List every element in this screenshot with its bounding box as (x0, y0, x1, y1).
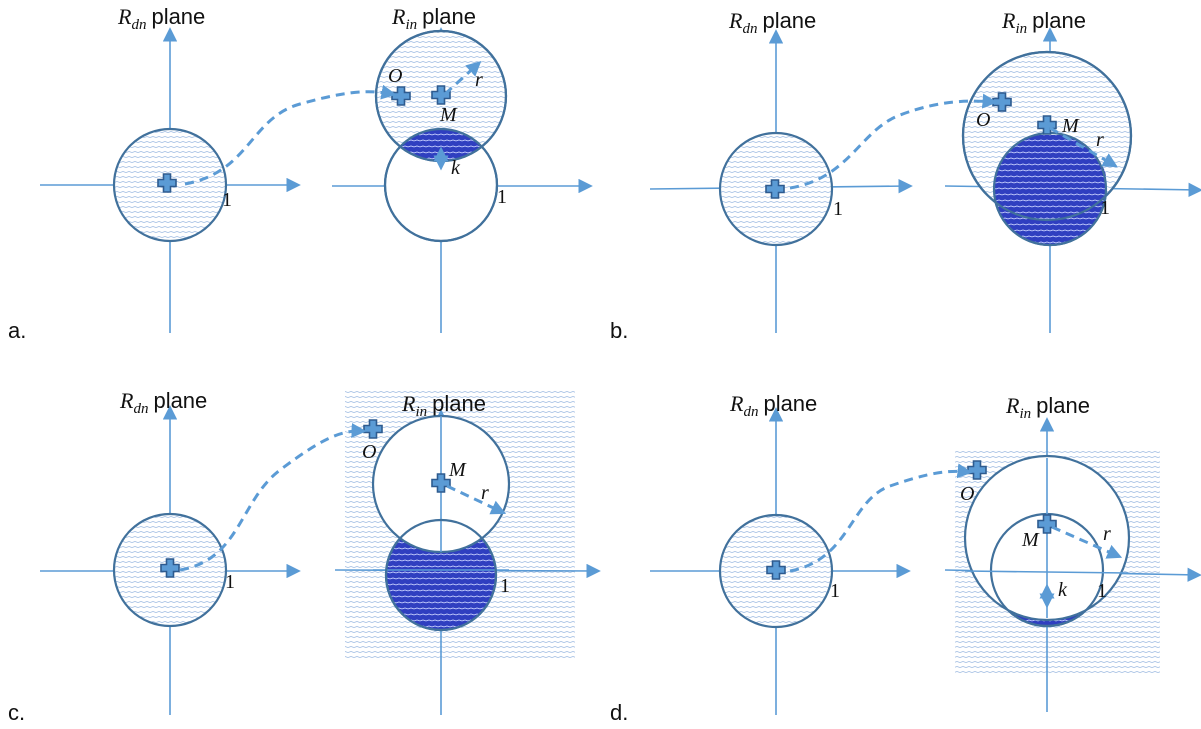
label-r: r (1103, 523, 1111, 545)
left-plane-title: Rdn plane (728, 8, 816, 37)
unit-label-left: 1 (225, 571, 235, 593)
mapping-arrow (789, 463, 973, 573)
radius-arrow (443, 60, 482, 96)
mapping-arrow (789, 93, 998, 190)
label-M: M (1021, 529, 1040, 551)
label-k: k (1058, 579, 1068, 601)
panel-label: d. (610, 700, 628, 725)
label-r: r (475, 69, 483, 91)
label-M: M (1061, 115, 1080, 137)
unit-label-right: 1 (1100, 197, 1110, 219)
unit-label-left: 1 (222, 189, 232, 211)
radius-arrow (446, 484, 507, 515)
unit-label-right: 1 (500, 575, 510, 597)
radius-arrow (1049, 126, 1118, 168)
label-r: r (1096, 129, 1104, 151)
unit-label-left: 1 (833, 198, 843, 220)
panel-label: c. (8, 700, 25, 725)
label-M: M (439, 104, 458, 126)
mapping-arrow (184, 84, 397, 186)
label-O: O (976, 109, 990, 131)
unit-label-right: 1 (1097, 580, 1107, 602)
mapping-arrow (179, 423, 367, 572)
panel-label: a. (8, 318, 26, 343)
panel-a: 1 Rdn plane O M r k 1 Rin plane a. (8, 4, 593, 343)
panel-b: 1 Rdn plane O M r 1 Rin plane b. (610, 8, 1201, 343)
label-O: O (960, 483, 974, 505)
unit-label-right: 1 (497, 186, 507, 208)
unit-label-left: 1 (830, 580, 840, 602)
label-O: O (362, 441, 376, 463)
left-plane-title: Rdn plane (729, 391, 817, 420)
right-plane-title: Rin plane (1001, 8, 1086, 37)
right-plane-title: Rin plane (391, 4, 476, 33)
radius-arrow (1051, 525, 1123, 559)
left-plane-title: Rdn plane (119, 388, 207, 417)
right-plane-title: Rin plane (1005, 393, 1090, 422)
label-r: r (481, 482, 489, 504)
label-M: M (448, 459, 467, 481)
right-plane-title: Rin plane (401, 391, 486, 420)
panel-c: 1 Rdn plane O M r 1 Rin plane c. (8, 388, 601, 725)
label-O: O (388, 65, 402, 87)
panel-d: 1 Rdn plane O M r k 1 Rin plane d. (610, 391, 1201, 725)
intersection-region (996, 148, 1106, 224)
label-k: k (451, 157, 461, 179)
panel-label: b. (610, 318, 628, 343)
left-plane-title: Rdn plane (117, 4, 205, 33)
